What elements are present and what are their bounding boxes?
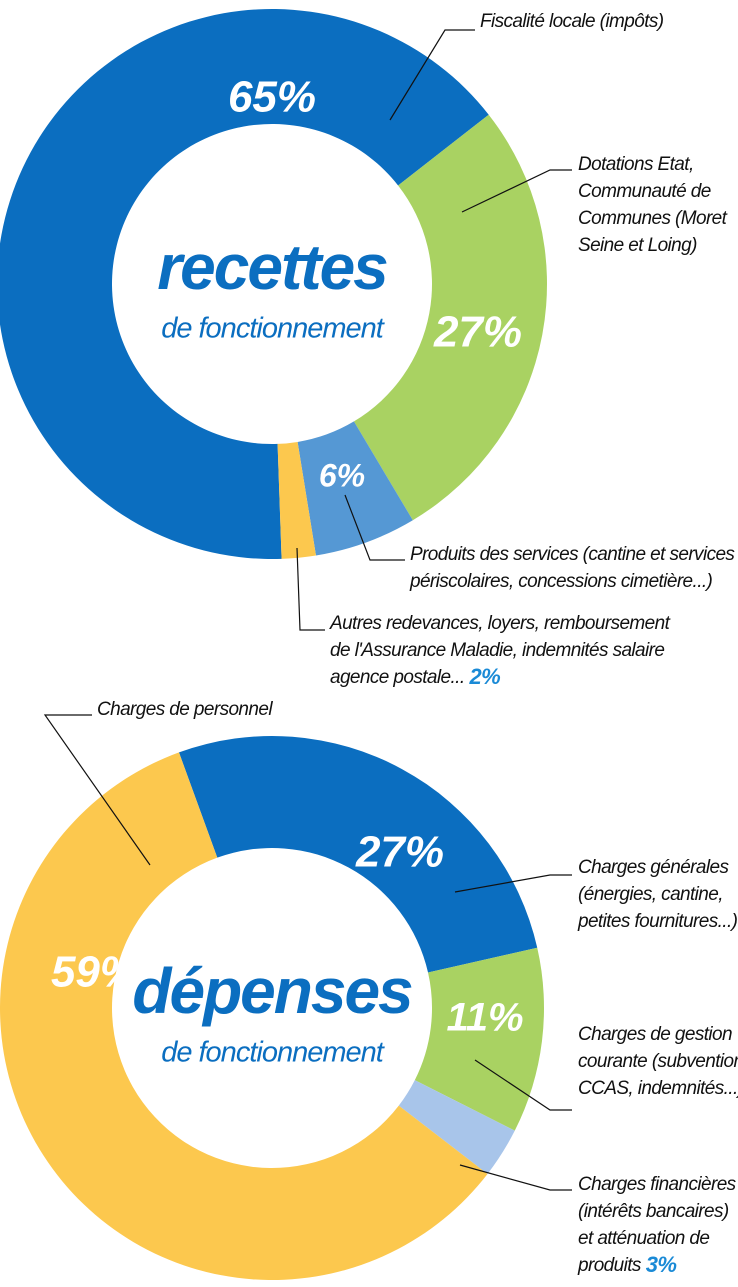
annotation-line: de l'Assurance Maladie, indemnités salai… — [330, 640, 664, 661]
annotation: Fiscalité locale (impôts) — [480, 11, 664, 32]
leader-line — [454, 874, 572, 893]
value-label: 11% — [446, 996, 523, 1040]
value-label: 27% — [433, 308, 522, 357]
donut-slice — [398, 1080, 515, 1174]
annotation-line: Dotations Etat, — [578, 154, 694, 175]
annotation: Dotations Etat, Communauté de Communes (Mo… — [578, 154, 728, 256]
value-label: 3% — [646, 1252, 677, 1277]
annotation-line: Charges générales — [578, 857, 729, 878]
value-label: 59% — [51, 948, 139, 997]
donut-slice — [297, 421, 413, 556]
leader-line — [474, 1059, 572, 1111]
center-title: dépenses — [132, 955, 412, 1027]
annotation: Charges de personnel — [97, 699, 273, 720]
annotation-line: Charges de personnel — [97, 699, 273, 720]
annotation-line: Autres redevances, loyers, remboursement — [329, 613, 671, 634]
annotation-line: Charges financières — [578, 1174, 737, 1195]
annotation: Charges financières (intérêts bancaires) e… — [577, 1174, 737, 1277]
donut-slice — [277, 441, 316, 559]
annotation: Produits des services (cantine et servic… — [409, 544, 735, 592]
annotation-line: Communes (Moret — [578, 208, 728, 229]
annotation-line: agence postale... — [330, 667, 465, 688]
center-subtitle: de fonctionnement — [161, 1037, 386, 1069]
annotation-line: Seine et Loing) — [578, 235, 697, 256]
center-title: recettes — [157, 231, 387, 303]
value-label: 27% — [355, 828, 444, 877]
leader-line — [389, 29, 475, 121]
center-subtitle: de fonctionnement — [161, 313, 386, 345]
annotation-line: (énergies, cantine, — [578, 884, 723, 905]
annotation-line: périscolaires, concessions cimetière...) — [409, 571, 713, 592]
annotation-line: Charges de gestion — [578, 1024, 732, 1045]
annotation: Charges générales (énergies, cantine, peti… — [577, 857, 738, 932]
annotation: Autres redevances, loyers, remboursement… — [329, 613, 671, 689]
donut-slice — [0, 9, 489, 559]
annotation-line: courante (subvention — [578, 1051, 738, 1072]
annotation-line: petites fournitures...) — [577, 911, 738, 932]
annotation-line: produits — [577, 1255, 642, 1276]
annotation-line: (intérêts bancaires) — [578, 1201, 729, 1222]
donut-slice — [353, 114, 547, 521]
donut-slice — [178, 736, 538, 973]
annotation-line: Communauté de — [578, 181, 711, 202]
leader-line — [296, 547, 325, 631]
annotation-line: et atténuation de — [578, 1228, 709, 1249]
annotation-line: Produits des services (cantine et servic… — [410, 544, 735, 565]
value-label: 2% — [469, 664, 501, 689]
value-label: 6% — [319, 457, 365, 493]
leader-line — [43, 714, 151, 866]
value-label: 65% — [228, 73, 316, 122]
annotation-line: CCAS, indemnités...) — [578, 1078, 738, 1099]
donut-slice — [0, 752, 488, 1280]
leader-line — [344, 494, 405, 561]
leader-line — [461, 169, 572, 213]
leader-line — [459, 1164, 572, 1191]
annotation: Charges de gestion courante (subvention CC… — [578, 1024, 738, 1099]
annotation-line: Fiscalité locale (impôts) — [480, 11, 664, 32]
